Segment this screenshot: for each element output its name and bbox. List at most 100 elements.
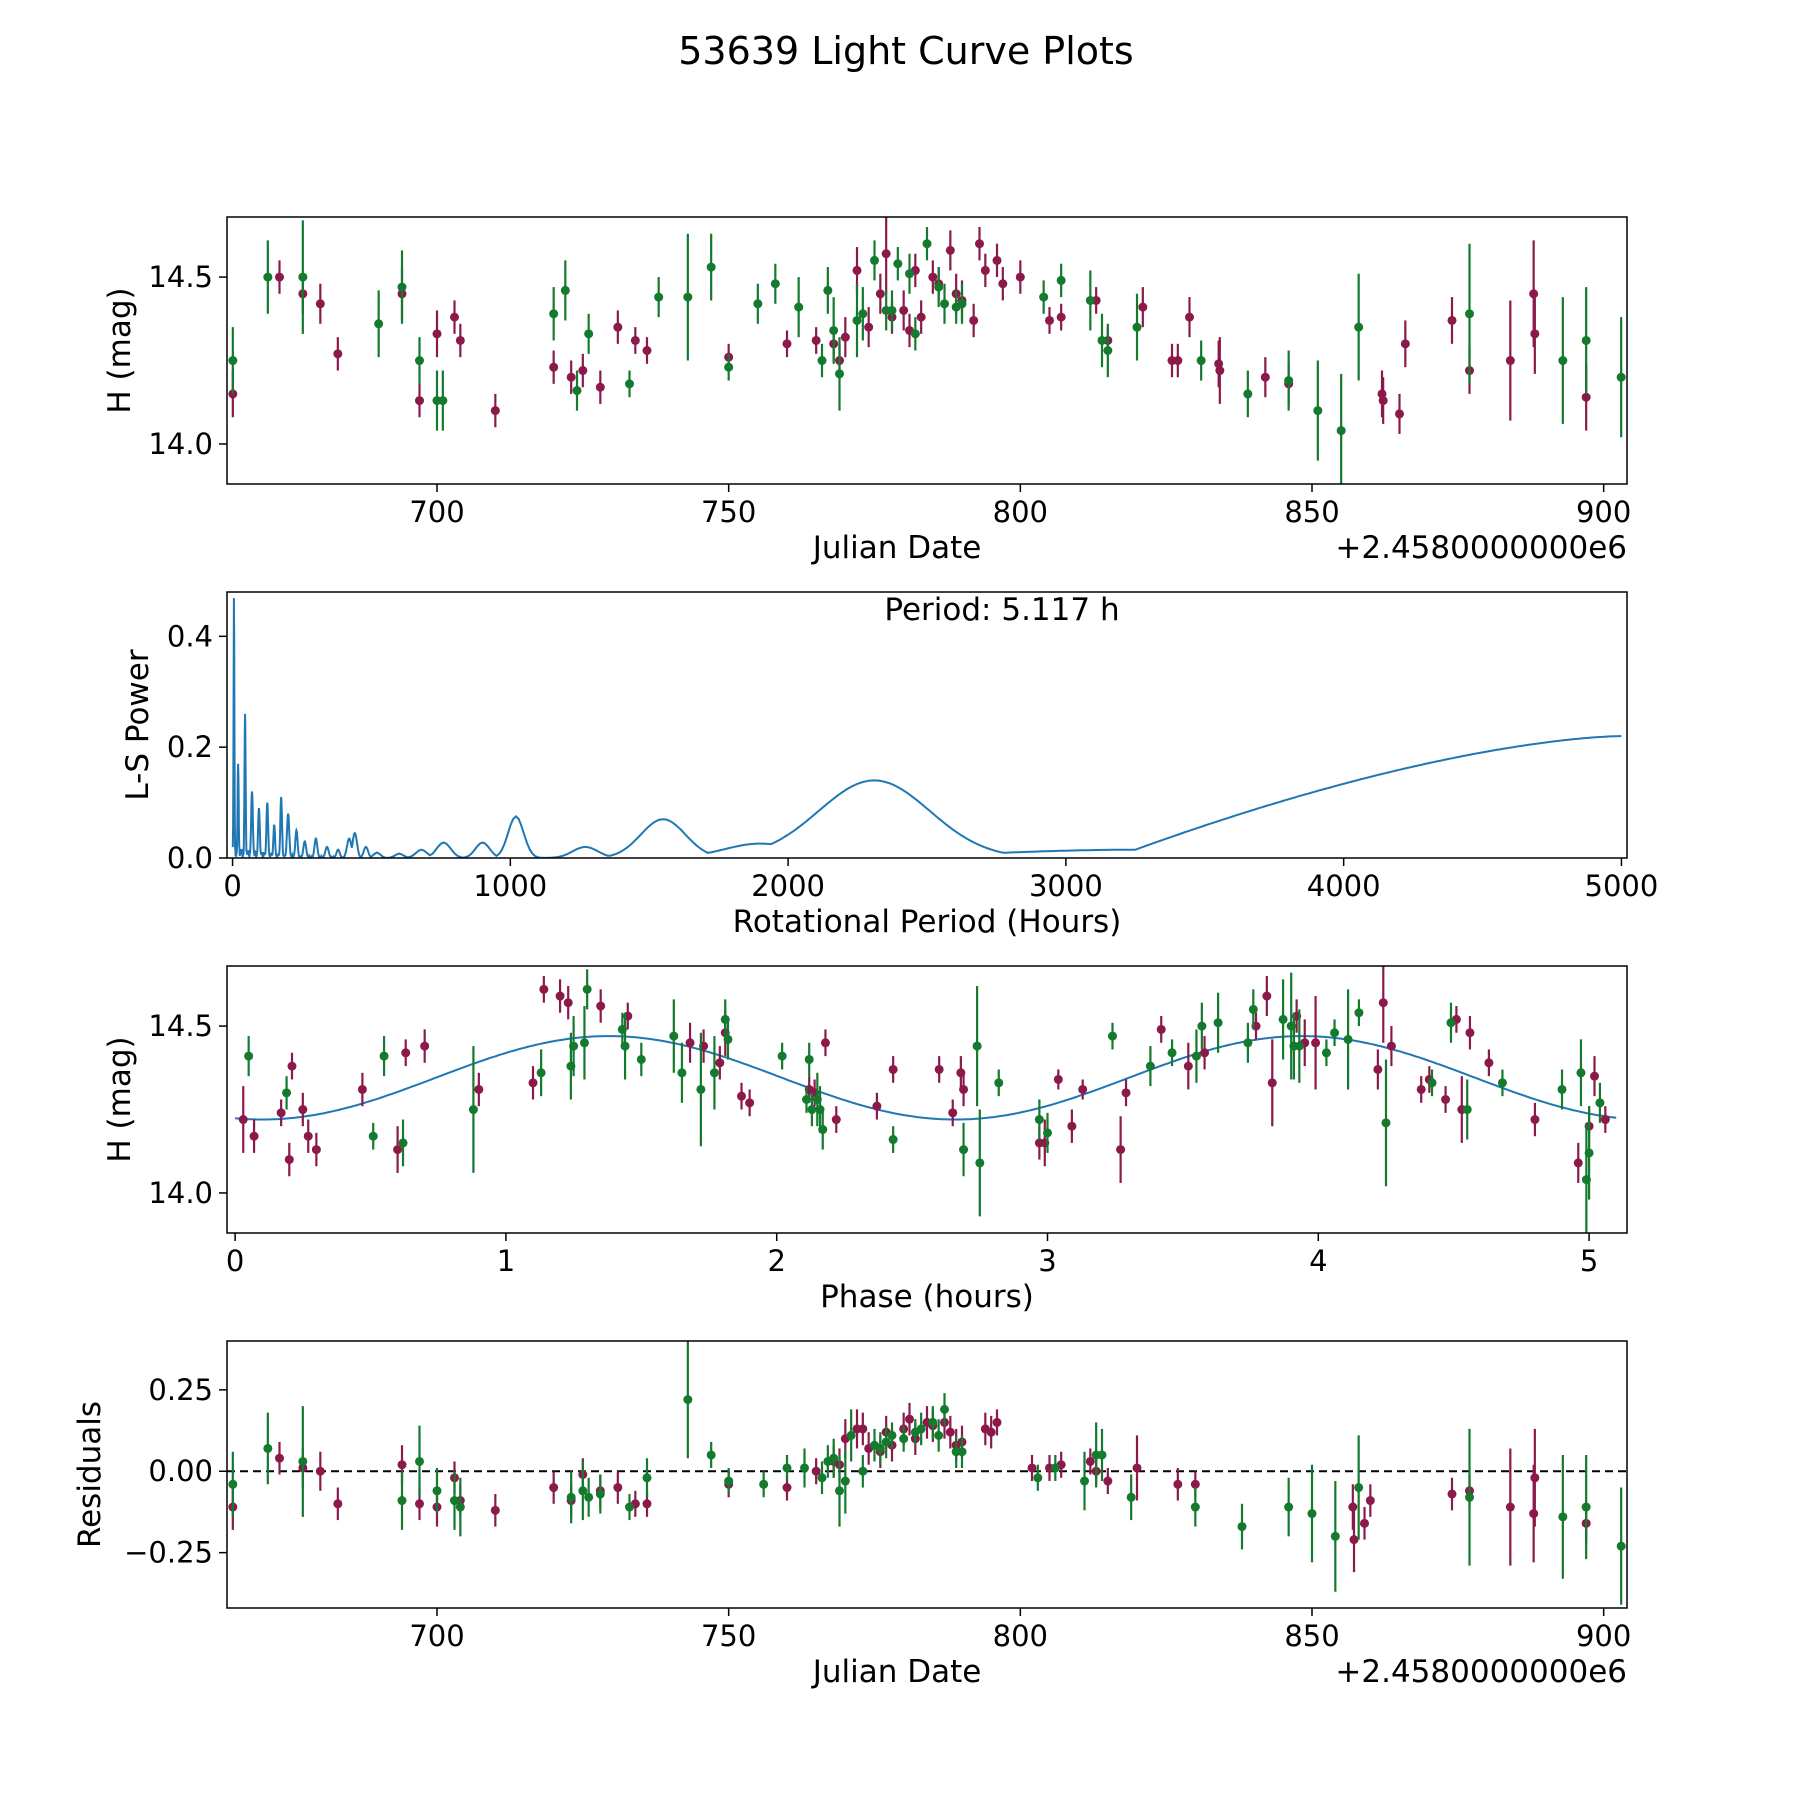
data-point xyxy=(1097,335,1107,345)
data-point xyxy=(1173,1479,1183,1489)
data-point xyxy=(1354,1008,1364,1018)
data-point xyxy=(228,1479,238,1489)
data-point xyxy=(636,1054,646,1064)
data-point xyxy=(642,346,652,355)
data-point xyxy=(374,319,384,329)
data-point xyxy=(881,1437,891,1447)
data-point xyxy=(811,1466,821,1476)
residuals-xtick-label: 750 xyxy=(701,1619,756,1653)
data-point xyxy=(1078,1084,1088,1094)
data-point xyxy=(1360,1518,1369,1528)
data-point xyxy=(1354,322,1364,332)
data-point xyxy=(683,292,693,302)
data-point xyxy=(759,1479,769,1489)
data-point xyxy=(1043,1128,1053,1138)
periodogram-xtick-label: 4000 xyxy=(1307,869,1381,903)
data-point xyxy=(1616,1541,1626,1551)
data-point xyxy=(1284,376,1294,386)
data-point xyxy=(777,1051,787,1061)
data-point xyxy=(555,991,565,1001)
periodogram-plot-area xyxy=(231,598,1622,858)
data-point xyxy=(560,285,570,295)
residuals-offset-text: +2.4580000000e6 xyxy=(1335,1654,1627,1690)
data-point xyxy=(1200,1048,1210,1058)
data-point xyxy=(957,299,967,309)
phased-xtick-label: 5 xyxy=(1580,1244,1598,1278)
data-point xyxy=(888,1135,898,1145)
data-point xyxy=(940,1404,949,1414)
data-point xyxy=(1067,1121,1077,1131)
data-point xyxy=(1215,366,1225,376)
data-point xyxy=(563,998,573,1008)
data-point xyxy=(1336,426,1346,436)
data-point xyxy=(1191,1051,1201,1061)
residuals-xtick-label: 850 xyxy=(1284,1619,1339,1653)
data-point xyxy=(1237,1522,1247,1532)
data-point xyxy=(1530,329,1540,339)
data-point xyxy=(804,1054,814,1064)
data-point xyxy=(263,272,273,282)
data-point xyxy=(625,1502,634,1512)
data-point xyxy=(1465,1492,1474,1502)
data-point xyxy=(1103,346,1113,355)
lightcurve-xtick-label: 800 xyxy=(993,495,1048,529)
residuals-ytick-label: 0.00 xyxy=(148,1454,213,1488)
data-point xyxy=(940,299,949,309)
period-annotation: Period: 5.117 h xyxy=(884,592,1119,628)
data-point xyxy=(928,1417,938,1427)
data-point xyxy=(397,282,407,292)
lightcurve-xtick-label: 850 xyxy=(1284,495,1339,529)
data-point xyxy=(1126,1492,1136,1502)
data-point xyxy=(724,1476,734,1486)
data-point xyxy=(887,1430,897,1440)
data-point xyxy=(959,1084,969,1094)
data-point xyxy=(957,1447,967,1457)
data-point xyxy=(899,305,909,315)
data-point xyxy=(782,339,792,349)
data-point xyxy=(992,1417,1002,1427)
data-point xyxy=(975,1158,985,1168)
data-point xyxy=(807,1105,817,1115)
periodogram-xtick-label: 5000 xyxy=(1585,869,1659,903)
data-point xyxy=(438,396,448,406)
data-point xyxy=(528,1078,538,1088)
data-point xyxy=(1121,1088,1131,1098)
data-point xyxy=(835,1486,844,1496)
data-point xyxy=(490,1505,500,1515)
residuals-series xyxy=(228,1402,1591,1573)
data-point xyxy=(432,329,442,339)
data-point xyxy=(1033,1473,1043,1483)
phased-axes-frame xyxy=(226,965,1628,1234)
data-point xyxy=(1321,1048,1331,1058)
data-point xyxy=(1484,1058,1494,1068)
data-point xyxy=(858,1424,868,1434)
data-point xyxy=(1190,1479,1200,1489)
data-point xyxy=(994,1078,1004,1088)
residuals-series xyxy=(228,1341,1626,1605)
lightcurve-xtick-label: 700 xyxy=(409,495,464,529)
data-point xyxy=(910,329,920,339)
data-point xyxy=(753,299,763,309)
data-point xyxy=(578,366,588,376)
data-point xyxy=(975,239,984,249)
data-point xyxy=(468,1105,478,1115)
data-point xyxy=(872,1101,882,1111)
data-point xyxy=(642,1473,652,1483)
data-point xyxy=(566,372,576,382)
data-point xyxy=(831,1115,841,1125)
data-point xyxy=(276,1108,286,1118)
data-point xyxy=(584,1492,594,1502)
phased-xlabel: Phase (hours) xyxy=(820,1279,1034,1315)
data-point xyxy=(578,1486,588,1496)
data-point xyxy=(1558,356,1568,366)
data-point xyxy=(1505,356,1515,366)
data-point xyxy=(840,332,850,342)
data-point xyxy=(1103,1476,1113,1486)
data-point xyxy=(1378,998,1388,1008)
data-point xyxy=(397,1460,407,1470)
data-point xyxy=(858,309,868,319)
data-point xyxy=(1027,1463,1037,1473)
data-point xyxy=(282,1088,292,1098)
data-point xyxy=(238,1115,248,1125)
data-point xyxy=(584,329,594,339)
